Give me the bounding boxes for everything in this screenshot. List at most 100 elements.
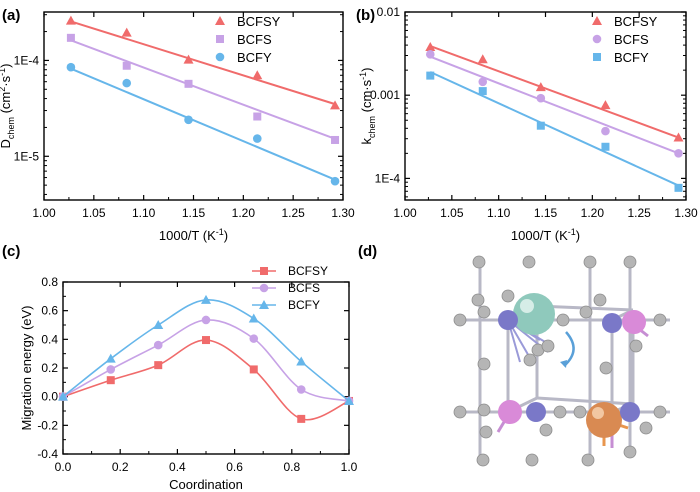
x-tick-label: 0.2: [112, 460, 129, 474]
y-tick-label: 0.0: [41, 390, 58, 404]
legend-entry-bcfs: BCFS: [252, 281, 320, 295]
x-axis-label-sup: -1: [216, 227, 224, 237]
y-tick-label: 0.4: [41, 332, 58, 346]
data-point-bcfsy: [477, 54, 488, 64]
data-point-bcfy: [153, 320, 164, 329]
x-tick-label: 1.00: [393, 206, 417, 220]
data-point-bcfsy: [121, 27, 132, 37]
y-axis-label: Migration energy (eV): [19, 306, 34, 431]
y-tick-label: 0.01: [377, 5, 401, 19]
legend-marker: [216, 35, 224, 43]
x-tick-label: 1.05: [440, 206, 464, 220]
series-bcfsy: [425, 41, 684, 142]
data-point-bcfs: [66, 33, 75, 42]
x-tick-label: 0.4: [169, 460, 186, 474]
data-point-bcfy: [674, 183, 683, 192]
data-point-bcfsy: [106, 376, 115, 385]
y-axis-label-sup: 2: [0, 87, 7, 92]
series-bcfsy: [65, 15, 341, 110]
data-point-bcfsy: [425, 41, 436, 51]
data-point-bcfy: [296, 356, 307, 366]
x-tick-label: 1.30: [331, 206, 355, 220]
legend-label: BCFS: [237, 32, 272, 47]
x-tick-label: 0.0: [55, 460, 72, 474]
legend-label: BCFY: [614, 50, 649, 65]
legend-entry-bcfsy: BCFSY: [252, 264, 328, 278]
data-point-bcfsy: [202, 336, 210, 345]
x-axis-label-end: ): [576, 228, 580, 243]
data-point-bcfs: [201, 315, 211, 325]
y-axis-label: kchem (cm·s-1): [358, 68, 377, 145]
y-tick-label: 0.6: [41, 304, 58, 318]
y-axis-label-unit: (cm·s: [359, 79, 374, 116]
x-tick-label: 1.20: [581, 206, 605, 220]
data-point-bcfy: [66, 62, 76, 72]
legend-marker: [259, 283, 269, 293]
data-point-bcfs: [296, 385, 306, 394]
y-tick-label: 1E-5: [14, 149, 40, 163]
data-point-bcfy: [58, 391, 68, 401]
data-point-bcfs: [601, 126, 610, 136]
series-bcfs: [66, 33, 340, 144]
legend-marker: [260, 267, 268, 275]
y-axis-label-sub: chem: [6, 117, 16, 139]
data-point-bcfsy: [252, 70, 263, 80]
legend-marker: [593, 53, 601, 61]
legend-label: BCFSY: [237, 14, 281, 29]
data-point-bcfs: [674, 149, 683, 158]
series-bcfy: [426, 71, 683, 192]
legend-label: BCFY: [237, 50, 272, 65]
y-tick-label: 0.001: [370, 88, 400, 102]
data-point-bcfsy: [65, 15, 76, 25]
legend-label: BCFSY: [288, 264, 328, 278]
panel-label-b: (b): [356, 7, 375, 24]
x-tick-label: 1.25: [281, 206, 305, 220]
data-point-bcfsy: [154, 361, 163, 370]
chart-a: 1.00 1.05 1.10 1.15 1.20 1.25 1.30 1E-5 1E-4 1000…: [0, 11, 355, 243]
y-tick-label: 1E-4: [375, 171, 401, 185]
data-point-bcfs: [478, 77, 488, 87]
legend-label: BCFS: [288, 281, 320, 295]
legend-marker: [215, 16, 225, 25]
data-point-bcfsy: [535, 82, 546, 92]
x-tick-label: 1.00: [32, 206, 56, 220]
y-axis-label-close: ): [0, 64, 13, 68]
y-axis-label: Dchem (cm2·s-1): [0, 64, 16, 149]
legend-entry-bcfy: BCFY: [252, 298, 320, 312]
data-point-bcfy: [248, 313, 259, 323]
x-tick-label: 1.0: [341, 460, 358, 474]
y-axis-label-main: k: [359, 137, 374, 144]
x-tick-label: 1.15: [534, 206, 558, 220]
series-line-bcfs: [62, 319, 350, 402]
data-point-bcfsy: [249, 365, 258, 374]
data-point-bcfsy: [330, 100, 341, 110]
legend-entry-bcfsy: BCFSY: [592, 14, 658, 29]
data-point-bcfy: [344, 395, 354, 405]
y-axis-label-end: ·s: [0, 75, 13, 86]
x-tick-label: 1.15: [182, 206, 206, 220]
series-line-bcfsy: [62, 339, 350, 421]
legend-marker: [592, 34, 602, 44]
x-axis-label: Coordination: [169, 477, 243, 492]
series-bcfs: [425, 50, 683, 158]
legend-entry-bcfy: BCFY: [593, 50, 649, 65]
legend-label: BCFS: [614, 32, 649, 47]
data-point-bcfs: [536, 93, 546, 103]
data-point-bcfs: [331, 135, 340, 144]
data-point-bcfy: [122, 78, 132, 88]
data-point-bcfy: [184, 115, 193, 125]
y-axis-label-main: D: [0, 139, 13, 148]
x-tick-label: 1.25: [627, 206, 651, 220]
series-bcfy: [66, 62, 340, 186]
legend-entry-bcfs: BCFS: [592, 32, 649, 47]
series-bcfy: [58, 294, 354, 405]
fit-line-bcfs: [429, 55, 679, 155]
data-point-bcfsy: [673, 132, 684, 142]
x-tick-label: 1.10: [487, 206, 511, 220]
legend-entry-bcfsy: BCFSY: [215, 14, 281, 29]
data-point-bcfy: [536, 121, 545, 130]
chart-c: 0.0 0.2 0.4 0.6 0.8 1.0 -0.4 -0.2 0.0 0.2 0.4 0.6 0.…: [19, 264, 358, 492]
legend-entry-bcfy: BCFY: [215, 50, 272, 65]
x-tick-label: 1.05: [82, 206, 106, 220]
y-axis-label-sub: chem: [367, 116, 377, 138]
